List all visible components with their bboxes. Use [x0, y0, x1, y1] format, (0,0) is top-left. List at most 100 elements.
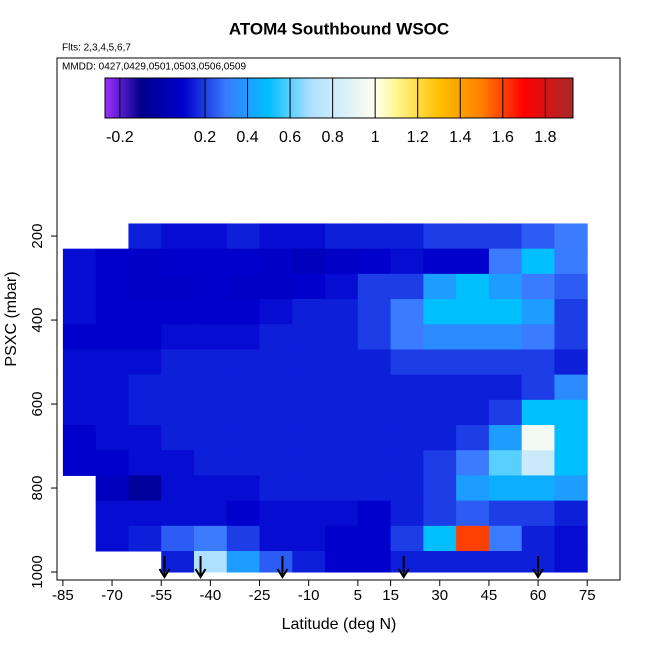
heat-cell: [128, 500, 162, 527]
heat-cell: [193, 248, 228, 275]
heat-cell: [357, 425, 392, 451]
heat-cell: [325, 374, 359, 401]
heat-cell: [226, 399, 261, 426]
heat-cell: [554, 551, 588, 573]
heat-cell: [292, 324, 326, 350]
heat-cell: [456, 551, 490, 573]
heat-cell: [226, 299, 261, 325]
annotation: MMDD: 0427,0429,0501,0503,0506,0509: [62, 62, 246, 73]
y-tick-label: 800: [29, 476, 46, 501]
heat-cell: [226, 525, 261, 552]
heat-cell: [193, 299, 228, 325]
heat-cell: [456, 248, 490, 275]
heat-cell: [161, 450, 195, 476]
heat-cell: [193, 425, 228, 451]
colorbar-tick-label: 0.8: [321, 129, 343, 146]
heat-cell: [62, 273, 97, 300]
heat-cell: [292, 450, 326, 476]
heat-cell: [161, 349, 195, 376]
heat-cell: [259, 525, 293, 552]
heat-cell: [292, 299, 326, 325]
x-tick-label: 60: [530, 587, 547, 604]
heat-cell: [554, 349, 588, 376]
heat-cell: [488, 324, 523, 350]
heat-cell: [456, 450, 490, 476]
heat-cell: [226, 500, 261, 527]
plot-frame: [56, 57, 621, 581]
heat-cell: [456, 475, 490, 502]
heat-cell: [193, 349, 228, 376]
heat-cell: [521, 475, 555, 502]
heat-cell: [161, 374, 195, 401]
heat-cell: [521, 324, 555, 350]
heat-cell: [95, 525, 129, 552]
heat-cell: [488, 525, 523, 552]
heat-cell: [488, 248, 523, 275]
heat-cell: [128, 299, 162, 325]
colorbar-tick-label: 1.8: [534, 129, 556, 146]
colorbar-tick-label: 1.2: [407, 129, 429, 146]
heat-cell: [390, 551, 424, 573]
x-tick-label: -85: [52, 587, 74, 604]
heat-cell: [357, 525, 392, 552]
heat-cell: [226, 374, 261, 401]
heat-cell: [357, 248, 392, 275]
heat-cell: [390, 425, 424, 451]
heat-cell: [62, 299, 97, 325]
heat-cell: [259, 349, 293, 376]
heat-cell: [62, 399, 97, 426]
x-tick-label: 15: [382, 587, 399, 604]
heat-cell: [62, 374, 97, 401]
heat-cell: [161, 500, 195, 527]
heat-cell: [325, 248, 359, 275]
colorbar-tick-label: 1.6: [492, 129, 514, 146]
heat-cell: [128, 399, 162, 426]
heat-cell: [554, 223, 588, 250]
heat-cell: [554, 500, 588, 527]
heat-cell: [161, 475, 195, 502]
heat-cell: [488, 374, 523, 401]
heat-cell: [259, 425, 293, 451]
heat-cell: [521, 223, 555, 250]
x-tick-label: 75: [579, 587, 596, 604]
heat-cell: [259, 324, 293, 350]
heat-cell: [521, 500, 555, 527]
heat-cell: [292, 475, 326, 502]
heat-cell: [128, 273, 162, 300]
heat-cell: [259, 299, 293, 325]
heat-cell: [390, 500, 424, 527]
heat-cell: [423, 551, 457, 573]
arrow: [397, 556, 410, 579]
heat-cell: [357, 399, 392, 426]
y-tick-label: 1000: [29, 555, 46, 588]
heat-cell: [488, 500, 523, 527]
x-tick-label: -70: [101, 587, 123, 604]
heat-cell: [390, 399, 424, 426]
heat-cell: [95, 374, 129, 401]
heat-cell: [554, 324, 588, 350]
heat-cell: [521, 425, 555, 451]
heat-cell: [390, 374, 424, 401]
heat-cell: [128, 324, 162, 350]
x-tick-label: 45: [481, 587, 498, 604]
heat-cell: [390, 450, 424, 476]
heat-cell: [128, 248, 162, 275]
heat-cell: [95, 248, 129, 275]
heat-cell: [259, 399, 293, 426]
heat-cell: [226, 551, 261, 573]
heat-cell: [357, 223, 392, 250]
heat-cell: [259, 500, 293, 527]
heat-cell: [128, 374, 162, 401]
heat-cell: [95, 475, 129, 502]
heat-cell: [488, 475, 523, 502]
heat-cell: [357, 475, 392, 502]
heat-cell: [161, 248, 195, 275]
heat-cell: [325, 349, 359, 376]
heat-cell: [325, 475, 359, 502]
heat-cell: [128, 425, 162, 451]
heat-cell: [554, 374, 588, 401]
heat-cell: [161, 525, 195, 552]
heat-cell: [259, 273, 293, 300]
heat-cell: [193, 475, 228, 502]
arrow: [532, 556, 544, 579]
